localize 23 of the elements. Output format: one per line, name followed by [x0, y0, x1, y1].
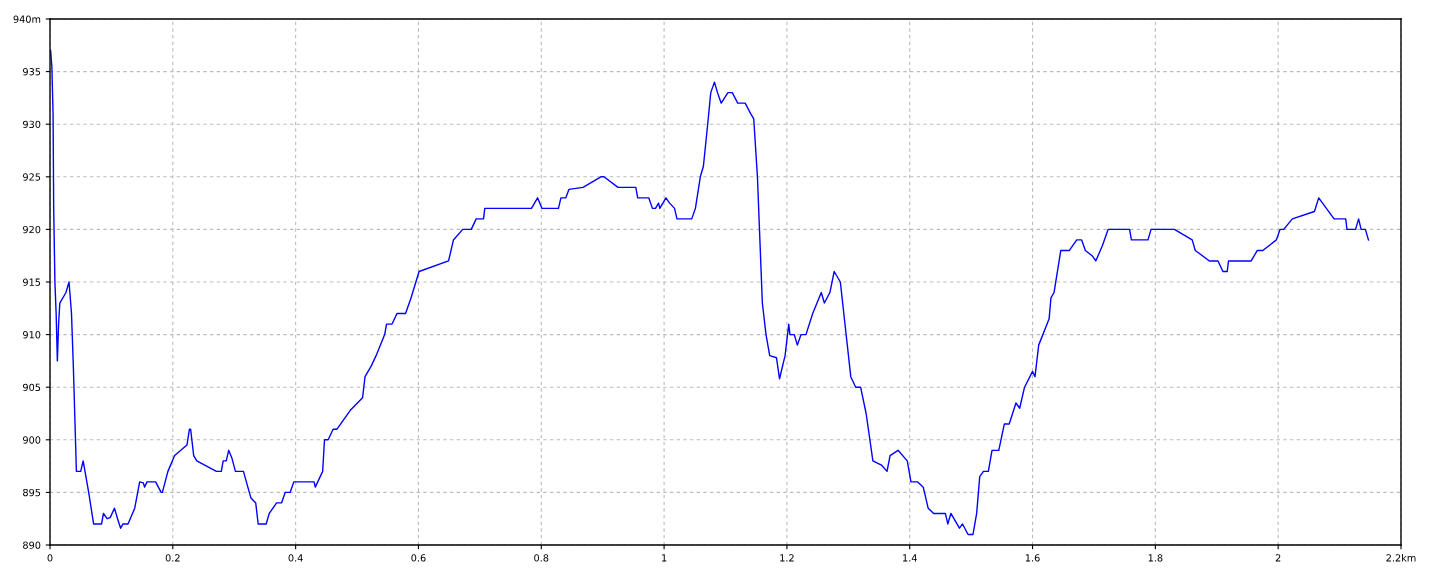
x-tick-label: 1.2: [780, 554, 794, 562]
x-tick-label: 0.6: [411, 554, 426, 562]
y-tick-label: 890: [23, 541, 41, 549]
x-tick-label: 0.4: [288, 554, 303, 562]
x-tick-label: 0.8: [534, 554, 549, 562]
x-tick-label: 1.6: [1025, 554, 1040, 562]
x-tick-label: 1: [662, 554, 667, 562]
y-tick-label: 940m: [13, 15, 41, 23]
x-tick-label: 2: [1275, 554, 1281, 562]
y-tick-label: 920: [23, 225, 41, 234]
x-tick-label: 2.2km: [1386, 554, 1416, 562]
y-tick-label: 935: [23, 68, 41, 76]
y-tick-label: 915: [23, 278, 41, 286]
y-tick-label: 895: [23, 488, 41, 497]
y-tick-label: 905: [23, 383, 41, 392]
y-tick-label: 900: [23, 436, 41, 444]
y-tick-label: 925: [23, 173, 41, 181]
y-tick-label: 910: [23, 331, 41, 339]
y-tick-label: 930: [23, 120, 41, 129]
x-tick-label: 0.2: [165, 554, 180, 562]
x-tick-label: 1.8: [1148, 554, 1163, 562]
x-tick-label: 0: [47, 554, 53, 562]
x-tick-label: 1.4: [903, 554, 917, 562]
